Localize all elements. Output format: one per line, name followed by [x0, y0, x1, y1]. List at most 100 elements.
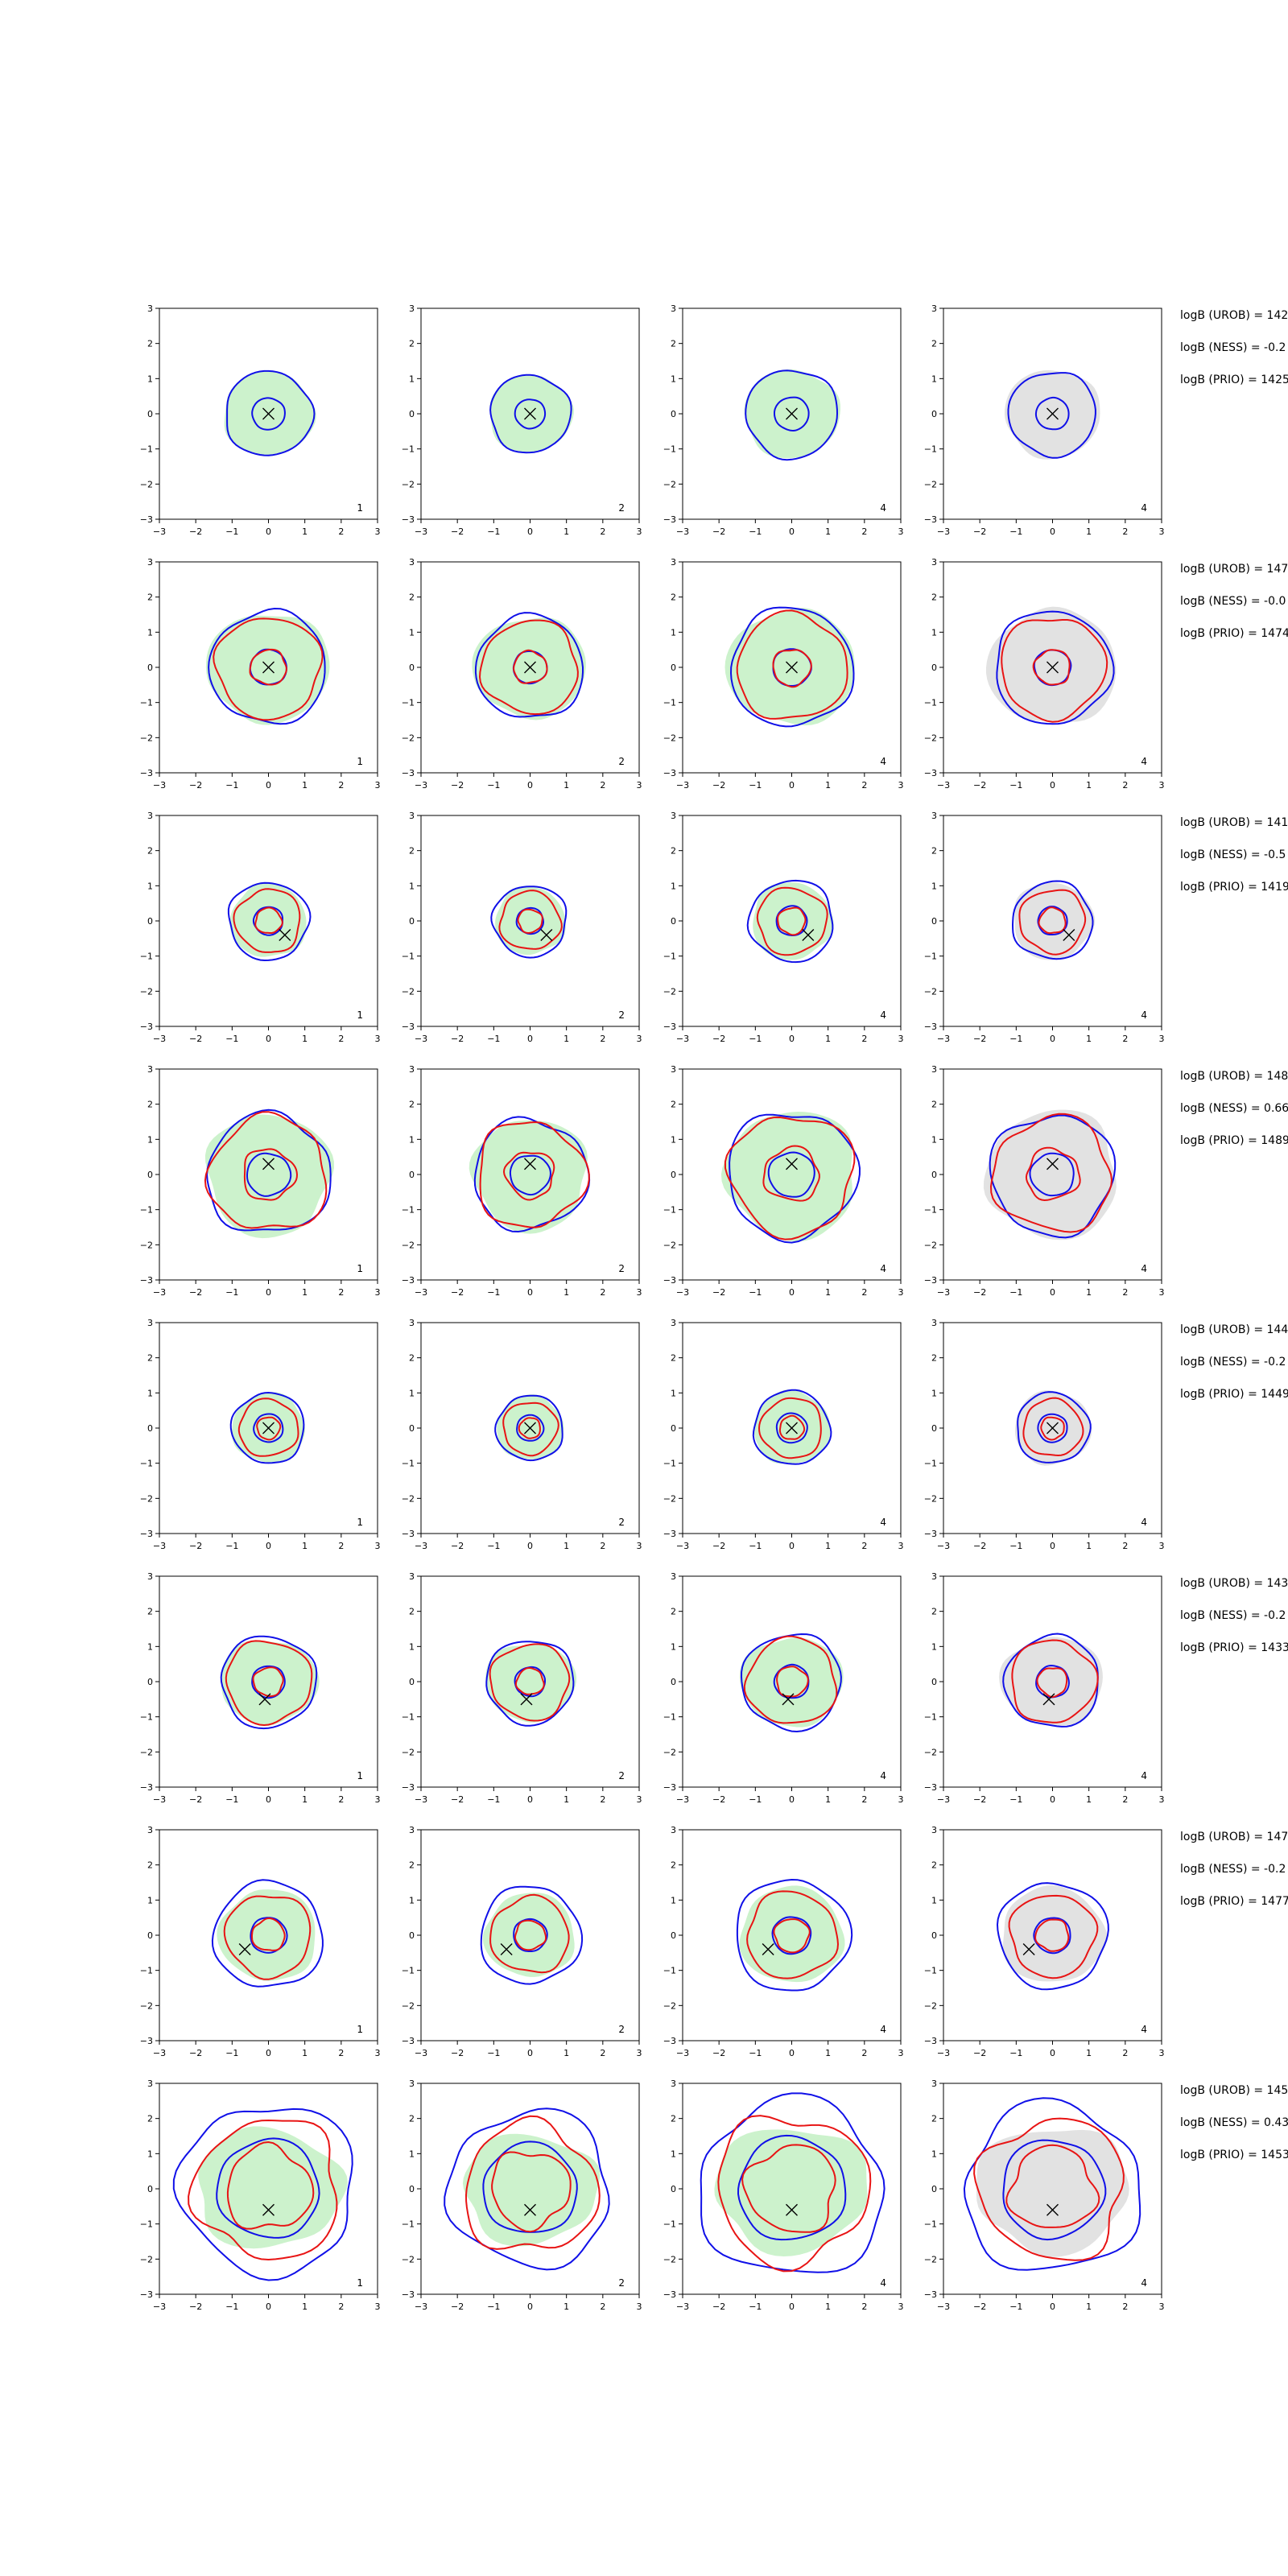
- y-tick-label: −1: [140, 444, 153, 455]
- x-tick-label: −3: [676, 2301, 689, 2312]
- y-tick-label: 0: [931, 1677, 937, 1687]
- panel-r7-c2: −3 −2 −1 0 1 2 3 3 2 1 0 −1 −2 −3 2: [402, 1825, 642, 2058]
- panel-number: 2: [618, 1770, 625, 1781]
- panel-number: 4: [880, 2024, 886, 2035]
- x-tick-label: 0: [266, 780, 271, 791]
- y-tick-label: 3: [931, 303, 937, 314]
- row-notes-7: logB (UROB) = 147 logB (NESS) = -0.2 logB …: [1180, 1831, 1288, 1908]
- y-tick-label: −3: [663, 1022, 676, 1032]
- red-contour: [1038, 906, 1067, 935]
- panel-r2-c3: −3 −2 −1 0 1 2 3 3 2 1 0 −1 −2 −3 4: [663, 557, 904, 791]
- y-tick-label: 2: [671, 1100, 676, 1110]
- y-tick-label: 3: [671, 1825, 676, 1835]
- y-tick-label: −3: [140, 2289, 153, 2300]
- y-tick-label: 1: [931, 1134, 937, 1145]
- x-tick-label: 2: [600, 2301, 605, 2312]
- x-tick-label: −3: [937, 1034, 950, 1044]
- blue-contour: [514, 398, 547, 430]
- y-tick-label: 0: [671, 1930, 676, 1941]
- y-tick-label: −3: [663, 514, 676, 525]
- y-tick-label: 0: [931, 1423, 937, 1434]
- y-tick-label: 2: [409, 1353, 415, 1364]
- x-tick-label: 3: [1159, 2048, 1165, 2058]
- x-tick-label: 0: [1050, 1794, 1055, 1805]
- x-tick-label: 1: [302, 1034, 308, 1044]
- y-tick-label: 2: [931, 1100, 937, 1110]
- x-tick-label: −1: [225, 780, 238, 791]
- panel-r4-c3: −3 −2 −1 0 1 2 3 3 2 1 0 −1 −2 −3 4: [663, 1064, 904, 1298]
- panel-number: 4: [880, 756, 886, 767]
- y-tick-label: −2: [924, 1747, 937, 1757]
- blue-contour: [1037, 1413, 1068, 1443]
- x-tick-label: 1: [564, 526, 569, 537]
- logb-annotation: logB (NESS) = -0.5: [1180, 848, 1286, 861]
- true-value-marker: [786, 661, 798, 674]
- x-tick-label: 1: [302, 1287, 308, 1298]
- density-fill: [724, 608, 855, 726]
- x-tick-label: −3: [153, 2301, 166, 2312]
- y-tick-label: −1: [924, 2219, 937, 2230]
- true-value-marker: [524, 661, 536, 674]
- blue-contour: [1011, 880, 1094, 960]
- density-fill: [753, 1389, 831, 1464]
- red-contour: [249, 648, 287, 686]
- row-notes-1: logB (UROB) = 142 logB (NESS) = -0.2 logB …: [1180, 309, 1288, 386]
- density-fill-gray: [1004, 369, 1100, 460]
- panel-r6-c3: −3 −2 −1 0 1 2 3 3 2 1 0 −1 −2 −3 4: [663, 1571, 904, 1805]
- y-tick-label: −3: [924, 2036, 937, 2046]
- red-contour: [204, 1111, 328, 1229]
- red-contour: [756, 886, 828, 956]
- y-tick-label: −1: [663, 2219, 676, 2230]
- red-contour: [498, 890, 563, 950]
- y-tick-label: 3: [931, 1825, 937, 1835]
- y-tick-label: −3: [924, 2289, 937, 2300]
- x-tick-label: −3: [415, 1541, 427, 1551]
- y-tick-label: 3: [671, 811, 676, 821]
- x-tick-label: 2: [1122, 1034, 1128, 1044]
- density-fill: [224, 370, 316, 456]
- y-tick-label: −3: [924, 1275, 937, 1286]
- x-tick-label: 2: [861, 2048, 867, 2058]
- y-tick-label: −1: [402, 1966, 415, 1976]
- x-tick-label: −2: [451, 2301, 464, 2312]
- x-tick-label: 3: [375, 1034, 381, 1044]
- logb-annotation: logB (UROB) = 147: [1180, 563, 1288, 576]
- y-tick-label: 3: [931, 811, 937, 821]
- y-tick-label: 0: [147, 1677, 153, 1687]
- density-fill: [495, 886, 566, 956]
- y-tick-label: 3: [147, 1825, 153, 1835]
- x-tick-label: 0: [789, 780, 795, 791]
- red-contour: [464, 2115, 601, 2250]
- row-notes-6: logB (UROB) = 143 logB (NESS) = -0.2 logB …: [1180, 1577, 1288, 1654]
- x-tick-label: 3: [375, 1794, 381, 1805]
- x-tick-label: 0: [1050, 1034, 1055, 1044]
- y-tick-label: −2: [924, 2254, 937, 2264]
- x-tick-label: 3: [898, 780, 904, 791]
- red-contour: [773, 1918, 811, 1954]
- true-value-marker: [1022, 1942, 1035, 1955]
- blue-contour: [485, 1641, 575, 1727]
- y-tick-label: −2: [924, 1493, 937, 1504]
- blue-contour: [227, 881, 312, 962]
- x-tick-label: 1: [564, 1034, 569, 1044]
- y-tick-label: 2: [931, 339, 937, 349]
- x-tick-label: 0: [527, 2301, 533, 2312]
- y-tick-label: −1: [140, 1712, 153, 1723]
- density-fill: [221, 1640, 320, 1727]
- y-tick-label: −3: [402, 768, 415, 778]
- blue-contour: [773, 1663, 810, 1699]
- x-tick-label: −3: [937, 1794, 950, 1805]
- x-tick-label: −3: [937, 2301, 950, 2312]
- x-tick-label: 0: [1050, 526, 1055, 537]
- y-tick-label: 3: [409, 1571, 415, 1582]
- x-tick-label: 1: [1086, 1287, 1092, 1298]
- red-contour: [223, 1895, 312, 1980]
- true-value-marker: [782, 1693, 795, 1706]
- panel-number: 2: [618, 756, 625, 767]
- true-value-marker: [520, 1693, 533, 1706]
- panel-r1-c3: −3 −2 −1 0 1 2 3 3 2 1 0 −1 −2 −3 4: [663, 303, 904, 537]
- y-tick-label: −3: [402, 2289, 415, 2300]
- true-value-marker: [524, 407, 536, 420]
- y-tick-label: −1: [140, 1205, 153, 1216]
- x-tick-label: −1: [749, 1034, 762, 1044]
